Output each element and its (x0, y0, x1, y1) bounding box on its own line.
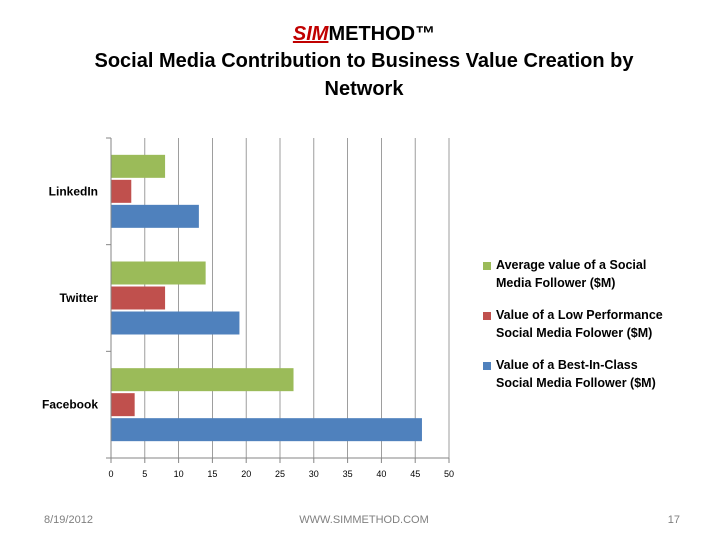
brand-accent: SIM (292, 23, 329, 45)
bar-linkedin-average-value-of-a-social-media-follower-m (111, 154, 166, 178)
x-tick-labels: 0 5 10 15 20 25 30 35 40 45 50 (108, 469, 454, 479)
footer-site: WWW.SIMMETHOD.COM (299, 514, 429, 526)
bar-twitter-value-of-a-low-performance-social-media-folower-m (111, 286, 166, 310)
x-tick-label: 15 (207, 469, 217, 479)
category-label-linkedin: LinkedIn (49, 184, 98, 198)
bar-linkedin-value-of-a-best-in-class-social-media-follower-m (111, 204, 199, 228)
x-tick-label: 45 (410, 469, 420, 479)
legend: Average value of a Social Media Follower … (483, 258, 663, 390)
legend-swatch (483, 312, 491, 320)
category-label-twitter: Twitter (60, 291, 99, 305)
footer-date: 8/19/2012 (44, 514, 93, 526)
bar-facebook-value-of-a-best-in-class-social-media-follower-m (111, 418, 422, 442)
x-tick-label: 0 (108, 469, 113, 479)
x-tick-label: 30 (309, 469, 319, 479)
legend-label: Social Media Follower ($M) (496, 376, 656, 390)
bar-twitter-value-of-a-best-in-class-social-media-follower-m (111, 311, 240, 335)
legend-swatch (483, 262, 491, 270)
legend-swatch (483, 362, 491, 370)
x-tick-label: 20 (241, 469, 251, 479)
gridlines (144, 138, 450, 458)
chart-title: Social Media Contribution to Business Va… (94, 50, 634, 100)
x-tick-label: 50 (444, 469, 454, 479)
page-number: 17 (667, 514, 680, 526)
legend-label: Value of a Low Performance (496, 308, 663, 322)
category-labels: LinkedIn Twitter Facebook (42, 184, 98, 411)
brand-title: SIMMETHOD™ (0, 22, 728, 47)
bar-facebook-average-value-of-a-social-media-follower-m (111, 368, 294, 392)
x-tick-label: 5 (142, 469, 147, 479)
bar-facebook-value-of-a-low-performance-social-media-folower-m (111, 393, 135, 417)
legend-label: Social Media Folower ($M) (496, 326, 652, 340)
x-tick-label: 25 (275, 469, 285, 479)
x-tick-label: 10 (174, 469, 184, 479)
legend-label: Average value of a Social (496, 258, 646, 272)
brand-rest: METHOD™ (328, 23, 436, 45)
legend-label: Media Follower ($M) (496, 276, 615, 290)
bar-linkedin-value-of-a-low-performance-social-media-folower-m (111, 179, 132, 203)
category-label-facebook: Facebook (42, 398, 98, 412)
bars (111, 154, 422, 442)
legend-label: Value of a Best-In-Class (496, 358, 638, 372)
slide-title-block: SIMMETHOD™ Social Media Contribution to … (0, 22, 728, 103)
x-tick-label: 35 (343, 469, 353, 479)
axes (106, 137, 450, 463)
x-tick-label: 40 (376, 469, 386, 479)
bar-twitter-average-value-of-a-social-media-follower-m (111, 261, 206, 285)
